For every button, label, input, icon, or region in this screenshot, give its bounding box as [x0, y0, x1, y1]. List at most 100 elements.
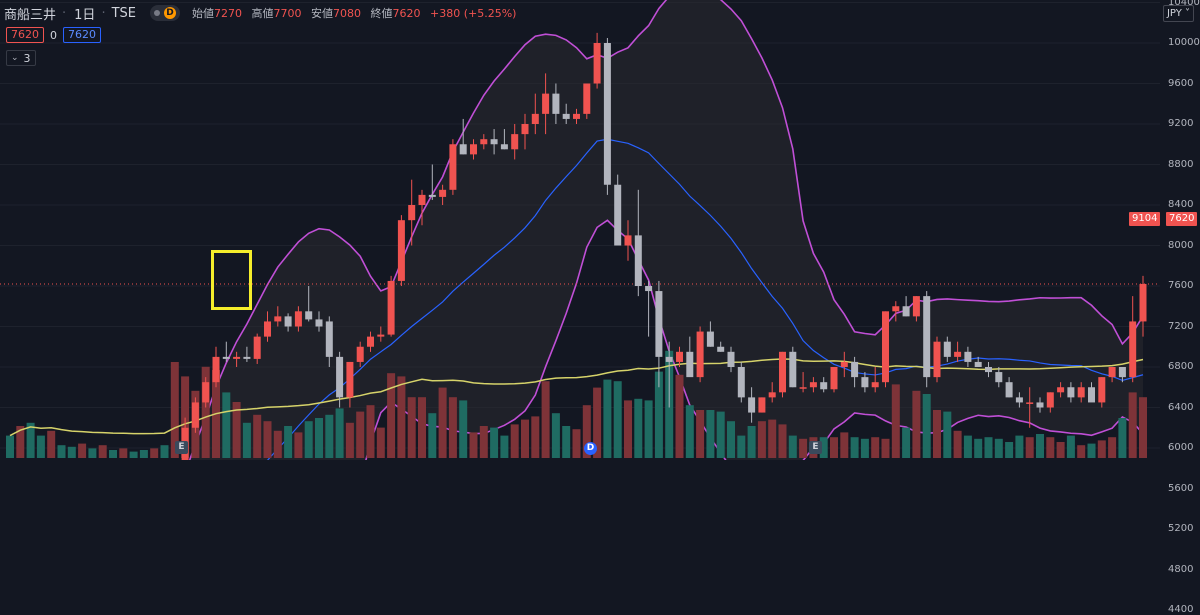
candle-body [614, 184, 622, 246]
price-axis-label: 7200 [1168, 320, 1194, 332]
volume-bar [1015, 435, 1024, 458]
candle-body [799, 387, 807, 389]
candle-body [1005, 382, 1013, 398]
volume-bar [304, 421, 313, 458]
volume-bar [696, 410, 705, 458]
open-value: 7270 [214, 7, 242, 20]
candle-body [1036, 402, 1044, 408]
volume-bar [160, 445, 169, 458]
volume-bar [850, 437, 859, 458]
volume-bar [994, 438, 1003, 458]
volume-bar [387, 373, 396, 458]
price-axis-label: 8400 [1168, 199, 1194, 210]
currency-selector[interactable]: JPY ˅ [1162, 5, 1194, 22]
candle-body [449, 144, 457, 190]
price-axis-label: 6400 [1168, 401, 1194, 413]
indicator-values: 7620 0 7620 [6, 27, 101, 43]
delayed-badge: D [164, 7, 176, 19]
bollinger-fill [189, 0, 1143, 460]
dividend-event-icon[interactable]: D [584, 442, 597, 455]
price-axis-label: 9200 [1168, 118, 1194, 129]
volume-bar [541, 381, 550, 458]
volume-bar [88, 448, 97, 458]
volume-bar [860, 438, 869, 458]
timeframe-label[interactable]: 1日 [74, 7, 96, 23]
volume-bar [706, 410, 715, 458]
candle-body [428, 194, 436, 197]
volume-bar [1005, 442, 1014, 458]
volume-bar [139, 450, 148, 458]
candle-body [459, 144, 467, 155]
candle-body [706, 331, 714, 347]
candle-body [871, 382, 879, 388]
volume-bar [912, 390, 921, 458]
candle-body [861, 377, 869, 388]
volume-bar [1077, 445, 1086, 458]
candle-body [1098, 377, 1106, 403]
candle-body [789, 351, 797, 388]
candle-body [253, 336, 261, 359]
candle-body [974, 361, 982, 367]
candle-body [325, 321, 333, 357]
candle-body [892, 306, 900, 312]
candle-body [573, 113, 580, 119]
candle-body [1108, 367, 1116, 378]
volume-bar [26, 422, 35, 458]
volume-bar [840, 432, 849, 458]
volume-bar [871, 437, 880, 458]
volume-bar [335, 408, 344, 458]
bollinger-value[interactable]: 7620 [6, 27, 44, 43]
candle-body [768, 392, 776, 398]
candle-body [717, 346, 725, 352]
volume-bar [325, 414, 334, 458]
volume-bar [315, 418, 323, 458]
market-status-pill[interactable]: D [150, 5, 180, 21]
volume-bar [603, 379, 612, 458]
candle-body [264, 321, 271, 337]
volume-bar [57, 445, 66, 458]
volume-bar [1108, 437, 1117, 458]
separator: · [101, 5, 106, 21]
price-axis-label: 8800 [1168, 158, 1194, 170]
volume-bar [1056, 442, 1065, 458]
candle-body [809, 382, 817, 388]
volume-bar [634, 398, 643, 458]
volume-bar [397, 376, 406, 458]
earnings-event-icon[interactable]: E [175, 441, 188, 454]
candle-body [284, 316, 292, 327]
volume-bar [129, 451, 138, 458]
volume-bar [582, 405, 591, 458]
candlestick-chart[interactable] [0, 0, 1200, 460]
candle-body [665, 356, 673, 362]
price-axis-label: 6000 [1168, 442, 1194, 453]
volume-bar [6, 435, 14, 458]
candle-body [1129, 321, 1137, 378]
volume-bar [1118, 418, 1127, 458]
indicators-collapse-button[interactable]: ⌄ 3 [6, 50, 36, 66]
candle-body [1046, 392, 1054, 408]
moving-average-value[interactable]: 7620 [63, 27, 101, 43]
earnings-event-icon[interactable]: E [809, 441, 822, 454]
symbol-header: 商船三井 · 1日 · TSE D 始値7270 高値7700 安値7080 終… [4, 4, 516, 23]
high-label: 高値 [251, 7, 274, 20]
chevron-down-icon: ˅ [1181, 8, 1190, 19]
candle-body [397, 220, 405, 281]
candle-body [377, 334, 385, 337]
volume-bar [78, 443, 87, 458]
volume-bar [47, 430, 56, 458]
price-axis-label: 4400 [1168, 604, 1194, 615]
candle-body [315, 319, 323, 327]
volume-bar [644, 400, 653, 458]
volume-bar [490, 427, 499, 458]
candle-body [367, 336, 374, 347]
candle-body [779, 351, 786, 393]
candle-body [820, 382, 828, 390]
volume-bar [222, 392, 231, 458]
volume-bar [345, 422, 354, 458]
symbol-name[interactable]: 商船三井 [4, 7, 57, 23]
volume-bar [551, 413, 560, 458]
price-tag-secondary: 9104 [1129, 212, 1161, 226]
indicators-count: 3 [23, 51, 31, 65]
candle-body [408, 205, 416, 221]
